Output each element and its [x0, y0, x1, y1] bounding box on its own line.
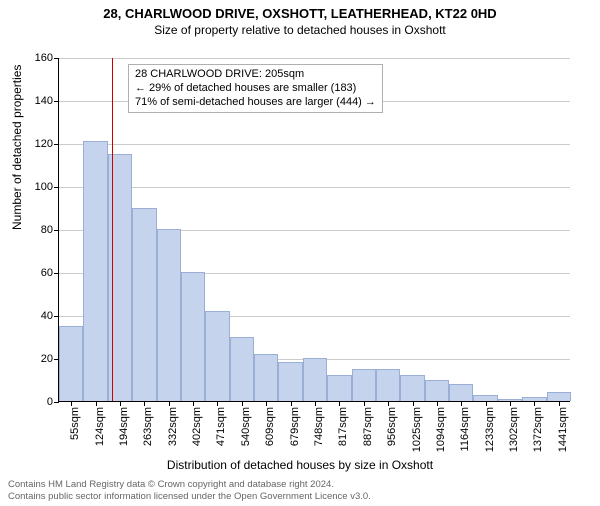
ytick-label: 0 — [47, 396, 53, 408]
bar — [230, 337, 254, 402]
bar — [327, 375, 351, 401]
xtick-label: 1164sqm — [459, 407, 471, 451]
xtick-mark — [388, 401, 389, 406]
annotation-line: 28 CHARLWOOD DRIVE: 205sqm — [135, 68, 376, 82]
bar — [303, 358, 327, 401]
xtick-label: 1441sqm — [557, 407, 569, 452]
xtick-label: 263sqm — [142, 407, 154, 446]
xtick-label: 748sqm — [313, 407, 325, 446]
annotation-box: 28 CHARLWOOD DRIVE: 205sqm← 29% of detac… — [128, 64, 383, 113]
xtick-mark — [71, 401, 72, 406]
reference-line — [112, 58, 113, 401]
xtick-mark — [413, 401, 414, 406]
bar — [278, 362, 302, 401]
bar — [181, 272, 205, 401]
xtick-label: 1025sqm — [411, 407, 423, 452]
xtick-label: 817sqm — [337, 407, 349, 446]
xtick-label: 1094sqm — [435, 407, 447, 452]
bar — [132, 208, 156, 402]
ytick-label: 120 — [35, 138, 53, 150]
ytick-label: 60 — [41, 267, 53, 279]
bar — [352, 369, 376, 401]
bar — [59, 326, 83, 401]
ytick-mark — [54, 273, 59, 274]
y-axis-label: Number of detached properties — [10, 65, 24, 230]
ytick-label: 140 — [35, 95, 53, 107]
ytick-mark — [54, 58, 59, 59]
ytick-mark — [54, 101, 59, 102]
annotation-line: 71% of semi-detached houses are larger (… — [135, 96, 376, 110]
bar — [157, 229, 181, 401]
bar-chart: 02040608010012014016055sqm124sqm194sqm26… — [58, 58, 570, 402]
xtick-label: 471sqm — [215, 407, 227, 446]
ytick-label: 100 — [35, 181, 53, 193]
xtick-mark — [364, 401, 365, 406]
xtick-mark — [242, 401, 243, 406]
bar — [376, 369, 400, 401]
ytick-mark — [54, 230, 59, 231]
xtick-label: 1372sqm — [532, 407, 544, 452]
xtick-label: 55sqm — [69, 407, 81, 440]
ytick-mark — [54, 144, 59, 145]
bar — [547, 392, 571, 401]
xtick-mark — [120, 401, 121, 406]
xtick-label: 124sqm — [94, 407, 106, 446]
xtick-label: 1233sqm — [484, 407, 496, 452]
xtick-label: 956sqm — [386, 407, 398, 446]
xtick-mark — [291, 401, 292, 406]
page-subtitle: Size of property relative to detached ho… — [0, 23, 600, 37]
ytick-label: 40 — [41, 310, 53, 322]
x-axis-label: Distribution of detached houses by size … — [0, 458, 600, 472]
xtick-mark — [144, 401, 145, 406]
gridline — [59, 58, 570, 59]
bar — [449, 384, 473, 401]
xtick-mark — [266, 401, 267, 406]
footer-line-2: Contains public sector information licen… — [8, 491, 371, 502]
xtick-label: 194sqm — [118, 407, 130, 446]
xtick-label: 402sqm — [191, 407, 203, 446]
gridline — [59, 187, 570, 188]
xtick-mark — [169, 401, 170, 406]
ytick-mark — [54, 187, 59, 188]
xtick-mark — [559, 401, 560, 406]
xtick-mark — [193, 401, 194, 406]
xtick-mark — [461, 401, 462, 406]
xtick-label: 609sqm — [264, 407, 276, 446]
xtick-label: 540sqm — [240, 407, 252, 446]
bar — [83, 141, 107, 401]
xtick-mark — [534, 401, 535, 406]
footer-line-1: Contains HM Land Registry data © Crown c… — [8, 479, 371, 490]
ytick-mark — [54, 316, 59, 317]
ytick-mark — [54, 402, 59, 403]
annotation-line: ← 29% of detached houses are smaller (18… — [135, 82, 376, 96]
ytick-label: 80 — [41, 224, 53, 236]
ytick-label: 20 — [41, 353, 53, 365]
xtick-mark — [486, 401, 487, 406]
gridline — [59, 144, 570, 145]
xtick-mark — [217, 401, 218, 406]
xtick-label: 1302sqm — [508, 407, 520, 452]
footer-attribution: Contains HM Land Registry data © Crown c… — [8, 479, 371, 502]
xtick-label: 679sqm — [289, 407, 301, 446]
xtick-mark — [96, 401, 97, 406]
bar — [205, 311, 229, 401]
bar — [425, 380, 449, 402]
xtick-label: 887sqm — [362, 407, 374, 446]
xtick-mark — [437, 401, 438, 406]
xtick-mark — [339, 401, 340, 406]
page-title: 28, CHARLWOOD DRIVE, OXSHOTT, LEATHERHEA… — [0, 6, 600, 21]
bar — [254, 354, 278, 401]
xtick-mark — [510, 401, 511, 406]
xtick-label: 332sqm — [167, 407, 179, 446]
ytick-label: 160 — [35, 52, 53, 64]
bar — [400, 375, 424, 401]
xtick-mark — [315, 401, 316, 406]
